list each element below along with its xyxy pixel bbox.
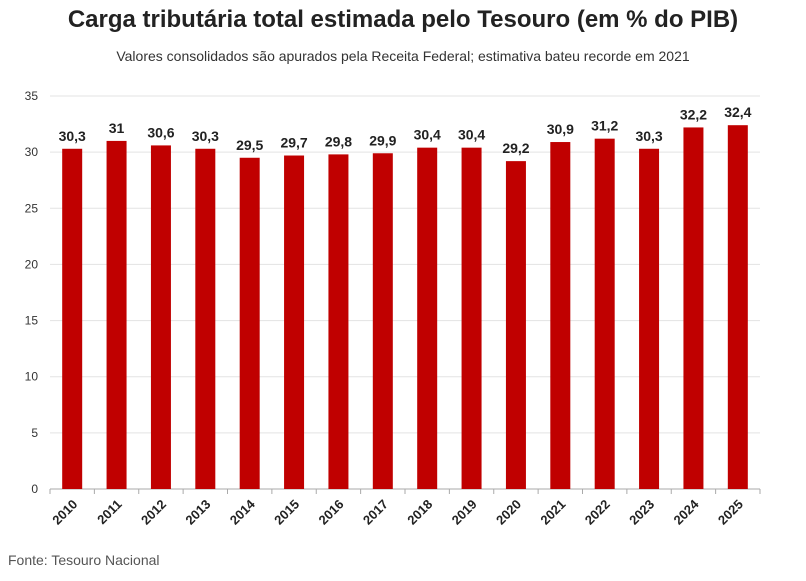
y-tick-label: 5 — [31, 426, 38, 440]
y-tick-label: 30 — [25, 145, 39, 159]
data-label: 30,3 — [59, 128, 86, 144]
y-tick-label: 35 — [25, 89, 39, 103]
data-label: 29,8 — [325, 133, 352, 149]
data-label: 30,3 — [192, 128, 219, 144]
x-tick-label: 2025 — [715, 497, 746, 528]
x-tick-label: 2012 — [138, 497, 169, 528]
data-label: 30,4 — [458, 127, 485, 143]
chart-title: Carga tributária total estimada pelo Tes… — [67, 6, 739, 33]
y-tick-label: 25 — [25, 201, 39, 215]
bar — [505, 161, 526, 489]
y-tick-label: 15 — [25, 314, 39, 328]
data-label: 29,5 — [236, 137, 263, 153]
x-tick-label: 2019 — [449, 497, 480, 528]
x-tick-label: 2018 — [404, 497, 435, 528]
x-tick-label: 2016 — [316, 497, 347, 528]
y-tick-label: 10 — [25, 370, 39, 384]
bar — [417, 147, 438, 489]
data-label: 32,4 — [724, 104, 751, 120]
x-tick-label: 2017 — [360, 497, 391, 528]
bar — [594, 138, 615, 489]
bar — [195, 148, 216, 489]
data-label: 30,3 — [635, 128, 662, 144]
bar — [328, 154, 349, 490]
bar — [284, 155, 305, 490]
bar — [150, 145, 171, 490]
data-label: 29,7 — [280, 135, 307, 151]
x-tick-label: 2023 — [626, 497, 657, 528]
x-tick-label: 2013 — [182, 497, 213, 528]
source-note: Fonte: Tesouro Nacional — [8, 552, 160, 568]
bar — [727, 125, 748, 490]
data-label: 31 — [109, 120, 125, 136]
bar — [239, 157, 260, 489]
bar — [639, 148, 660, 489]
x-tick-label: 2020 — [493, 497, 524, 528]
data-label: 30,9 — [547, 121, 574, 137]
data-label: 30,4 — [414, 127, 441, 143]
x-tick-label: 2022 — [582, 497, 613, 528]
x-tick-label: 2015 — [271, 497, 302, 528]
x-tick-label: 2010 — [49, 497, 80, 528]
data-label: 29,2 — [502, 140, 529, 156]
x-tick-label: 2021 — [537, 497, 568, 528]
data-label: 29,9 — [369, 132, 396, 148]
bar — [683, 127, 704, 489]
chart-subtitle: Valores consolidados são apurados pela R… — [116, 48, 690, 64]
x-tick-label: 2011 — [94, 497, 125, 528]
data-label: 30,6 — [147, 124, 174, 140]
y-tick-label: 0 — [31, 482, 38, 496]
data-label: 32,2 — [680, 106, 707, 122]
bar — [372, 153, 393, 489]
bar — [461, 147, 482, 489]
data-label: 31,2 — [591, 118, 618, 134]
x-tick-label: 2014 — [227, 496, 259, 528]
x-tick-label: 2024 — [671, 496, 703, 528]
bar — [550, 142, 571, 489]
bar — [62, 148, 83, 489]
bar — [106, 140, 127, 489]
y-tick-label: 20 — [25, 257, 39, 271]
